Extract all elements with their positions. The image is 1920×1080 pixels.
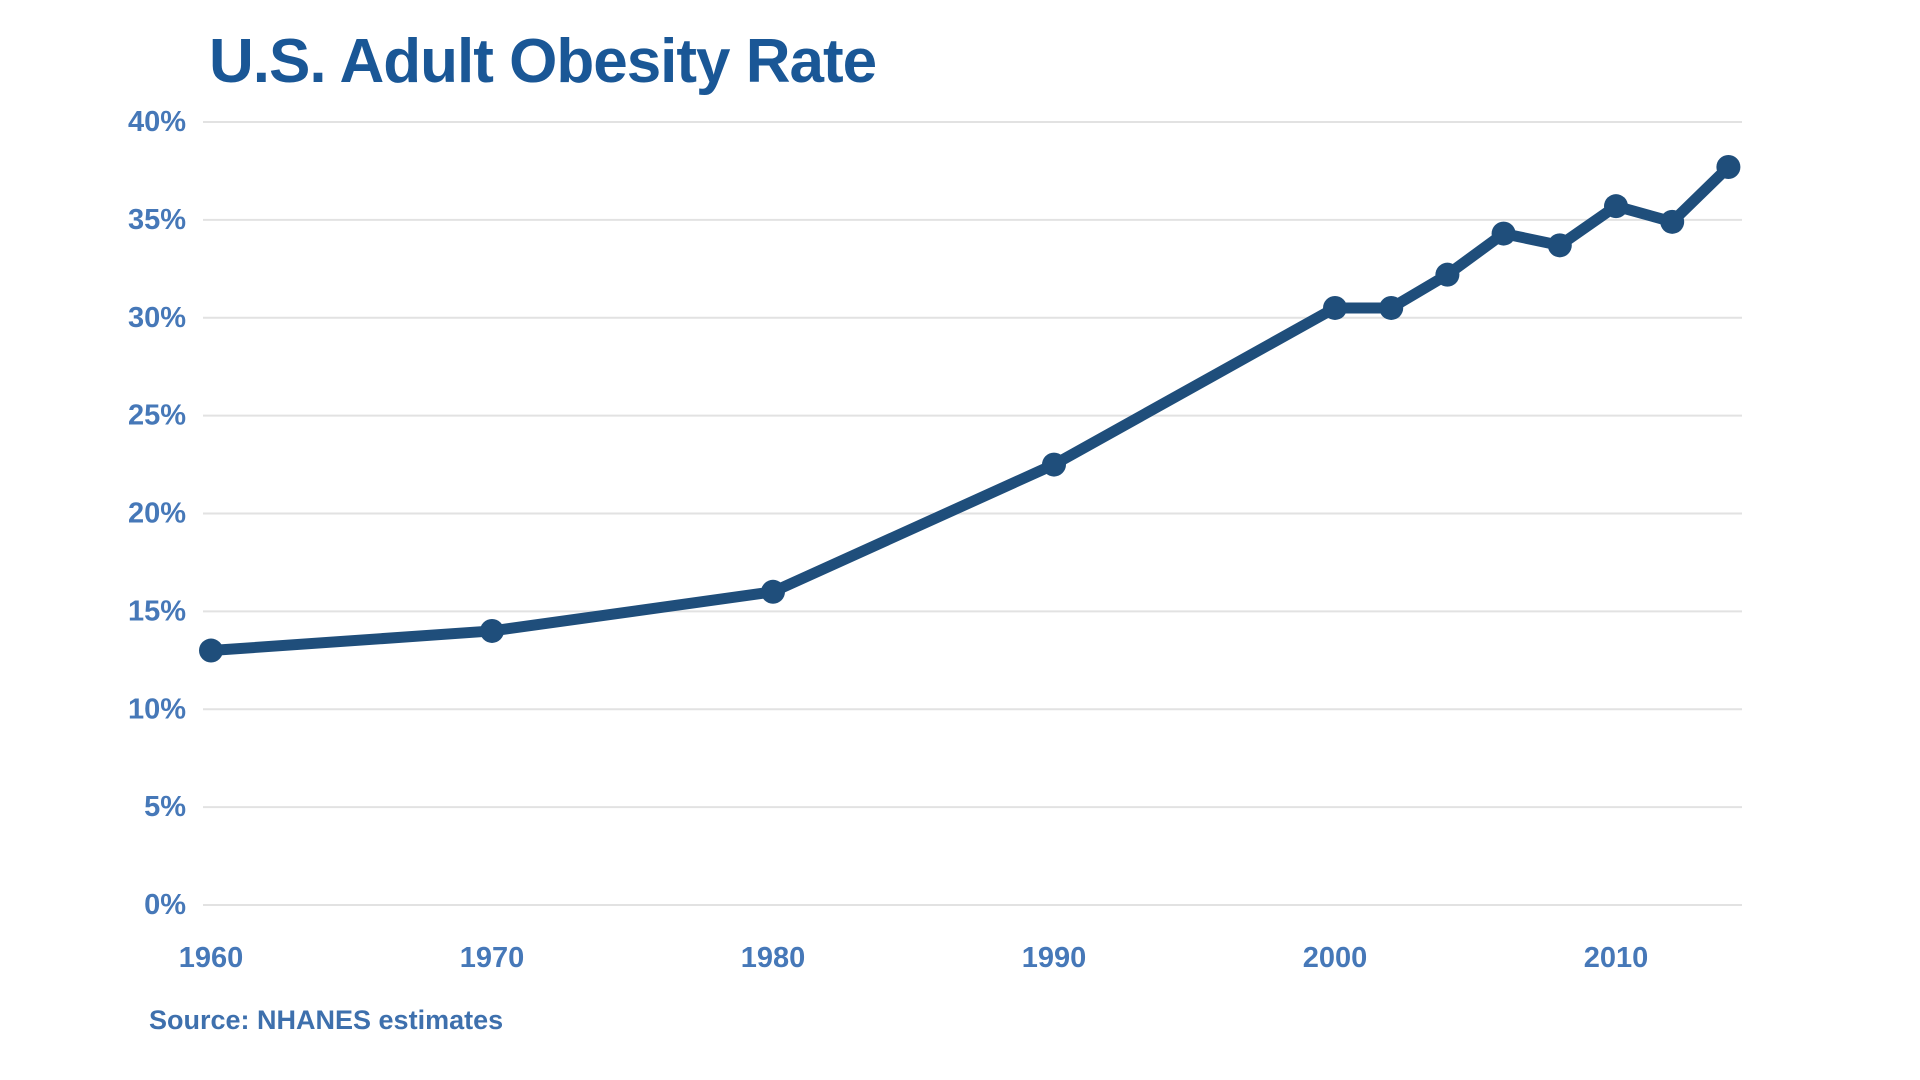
x-tick-label-1960: 1960 (179, 942, 244, 974)
data-point-1960 (199, 638, 223, 663)
data-point-2000 (1323, 295, 1347, 320)
y-tick-label-20: 20% (128, 498, 186, 530)
y-tick-label-10: 10% (128, 693, 186, 725)
data-point-2012 (1660, 209, 1685, 234)
trend-series (199, 155, 1741, 663)
data-point-1970 (480, 618, 504, 643)
x-tick-label-2000: 2000 (1303, 942, 1368, 974)
source-note: Source: NHANES estimates (149, 1005, 504, 1035)
x-tick-label-1990: 1990 (1022, 942, 1087, 974)
data-point-2008 (1547, 233, 1572, 258)
y-tick-label-30: 30% (128, 302, 186, 334)
x-tick-label-1970: 1970 (460, 942, 525, 974)
y-tick-label-40: 40% (128, 106, 186, 138)
y-axis-labels: 0% 5% 10% 15% 20% 25% 30% 35% 40% (128, 106, 186, 921)
y-tick-label-5: 5% (144, 791, 186, 823)
data-point-2014 (1716, 155, 1741, 180)
x-tick-label-2010: 2010 (1584, 942, 1649, 974)
data-point-1980 (761, 579, 785, 604)
x-axis-labels: 1960 1970 1980 1990 2000 2010 (179, 942, 1649, 974)
chart-title: U.S. Adult Obesity Rate (209, 27, 877, 96)
y-tick-label-35: 35% (128, 204, 186, 236)
data-point-2004 (1435, 262, 1460, 287)
y-tick-label-25: 25% (128, 400, 186, 432)
data-point-2010 (1604, 194, 1628, 219)
data-point-2002 (1379, 295, 1404, 320)
x-tick-label-1980: 1980 (741, 942, 806, 974)
data-point-2006 (1491, 221, 1516, 246)
gridlines (203, 121, 1742, 906)
data-point-1990 (1042, 452, 1066, 477)
y-tick-label-15: 15% (128, 595, 186, 627)
y-tick-label-0: 0% (144, 889, 186, 921)
